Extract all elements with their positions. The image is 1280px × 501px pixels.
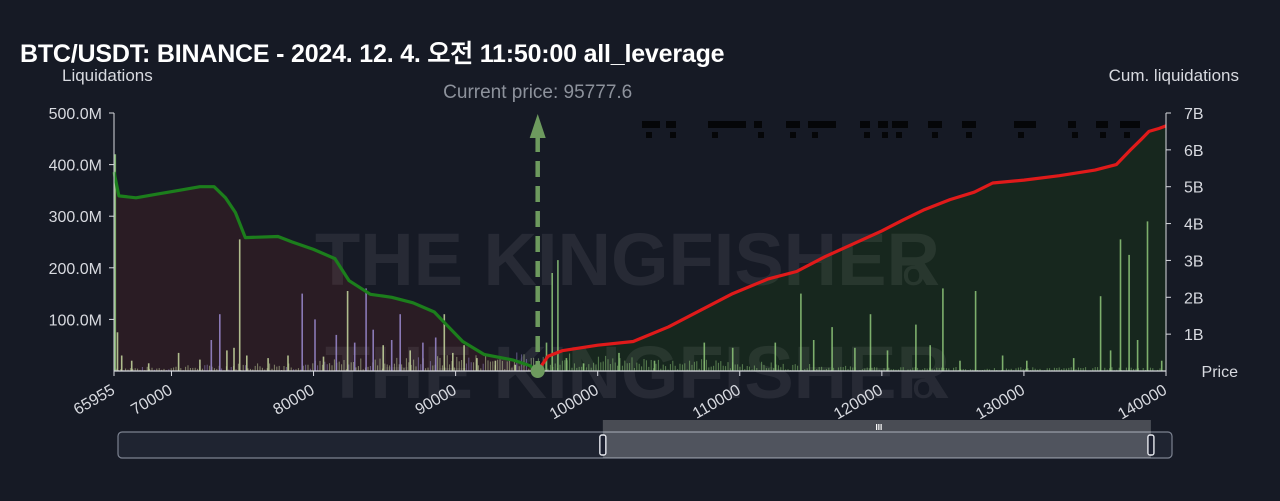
zoom-slider-right-handle[interactable]: [1147, 434, 1155, 456]
dash-segment: [860, 121, 870, 128]
y-axis-right-label: Cum. liquidations: [1108, 66, 1239, 85]
dash-segment: [754, 121, 762, 128]
dash-dot: [758, 132, 764, 138]
short-cum-line: [112, 171, 539, 373]
y-right-tick-label: 5B: [1184, 180, 1204, 197]
dash-dot: [1072, 132, 1078, 138]
dash-segment: [786, 121, 800, 128]
y-right-tick-label: 2B: [1184, 290, 1204, 307]
y-right-tick-label: 3B: [1184, 253, 1204, 270]
zoom-slider-track: [117, 431, 1173, 459]
long-cum-line: [536, 124, 1167, 372]
dash-dot: [712, 132, 718, 138]
dash-dot: [812, 132, 818, 138]
dash-dot: [790, 132, 796, 138]
dash-segment: [892, 121, 908, 128]
dash-segment: [928, 121, 942, 128]
y-left-tick-label: 100.0M: [49, 312, 102, 329]
dash-dot: [1018, 132, 1024, 138]
dash-dot: [1100, 132, 1106, 138]
dash-dot: [1124, 132, 1130, 138]
y-right-tick-label: 7B: [1184, 106, 1204, 123]
zoom-slider: III: [117, 420, 1173, 459]
current-price-dot: [530, 364, 545, 378]
dash-dot: [966, 132, 972, 138]
y-right-tick-label: 6B: [1184, 143, 1204, 160]
y-left-tick-label: 400.0M: [49, 158, 102, 175]
watermark-suffix: IO: [905, 373, 935, 404]
x-tick-label: 130000: [973, 382, 1028, 423]
dash-dot: [896, 132, 902, 138]
dash-segment: [642, 121, 660, 128]
dash-segment: [708, 121, 746, 128]
dash-dot: [882, 132, 888, 138]
y-left-tick-label: 500.0M: [49, 106, 102, 123]
x-tick-label: 70000: [128, 382, 175, 419]
x-tick-label: 65955: [71, 382, 118, 419]
watermark-text: THE KINGFISHER: [315, 218, 940, 301]
current-price-label: Current price: 95777.6: [443, 82, 632, 103]
long-cum-area: [537, 125, 1166, 372]
y-right-tick-label: 4B: [1184, 217, 1204, 234]
zoom-slider-grip[interactable]: III: [876, 423, 883, 432]
dash-segment: [1096, 121, 1108, 128]
dash-segment: [878, 121, 888, 128]
top-dash-band: [642, 121, 1140, 138]
dash-dot: [864, 132, 870, 138]
zoom-slider-left-handle[interactable]: [599, 434, 607, 456]
dash-dot: [646, 132, 652, 138]
dash-segment: [962, 121, 976, 128]
current-price-arrow: [529, 114, 546, 138]
dash-segment: [1068, 121, 1076, 128]
x-tick-label: 140000: [1115, 382, 1170, 423]
dash-segment: [1014, 121, 1036, 128]
y-right-tick-label: 1B: [1184, 327, 1204, 344]
y-left-tick-label: 200.0M: [49, 261, 102, 278]
dash-segment: [666, 121, 676, 128]
zoom-slider-window[interactable]: [602, 420, 1151, 458]
dash-dot: [670, 132, 676, 138]
y-left-tick-label: 300.0M: [49, 209, 102, 226]
x-axis-label: Price: [1202, 364, 1239, 381]
watermark-suffix: IO: [895, 260, 925, 291]
chart-title: BTC/USDT: BINANCE - 2024. 12. 4. 오전 11:5…: [20, 40, 725, 68]
watermark-text: THE KINGFISHER: [325, 331, 950, 414]
dash-dot: [932, 132, 938, 138]
dash-segment: [1120, 121, 1140, 128]
x-tick-label: 80000: [271, 382, 318, 419]
y-axis-left-label: Liquidations: [62, 66, 153, 85]
dash-segment: [808, 121, 836, 128]
